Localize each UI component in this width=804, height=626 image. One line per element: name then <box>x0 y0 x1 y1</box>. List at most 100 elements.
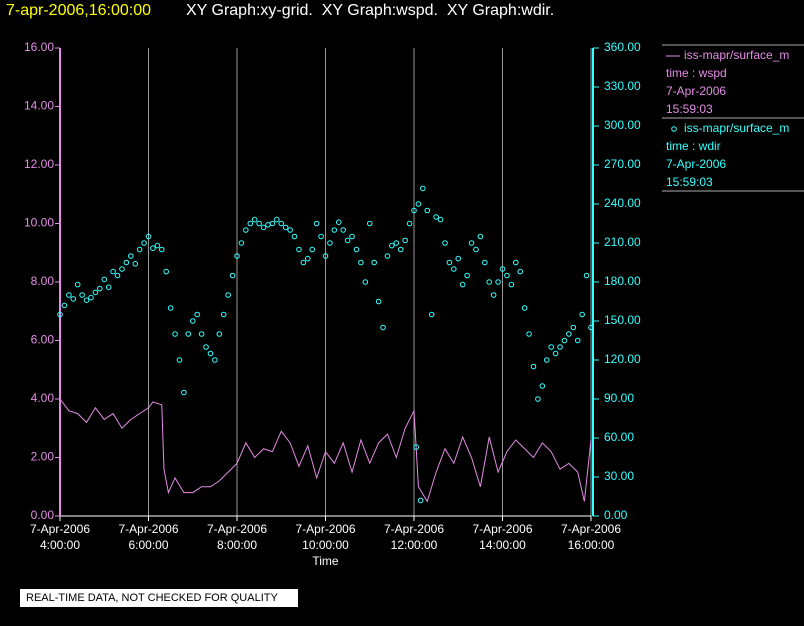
wdir-point <box>411 207 417 214</box>
graph-list: XY Graph:xy-grid. XY Graph:wspd. XY Grap… <box>186 2 554 19</box>
wdir-point <box>521 305 528 311</box>
y-tick-label: 8.00 <box>31 274 55 288</box>
wdir-point <box>194 311 200 318</box>
wdir-point <box>296 246 302 253</box>
wdir-point <box>579 311 585 318</box>
wdir-point <box>189 318 196 324</box>
wdir-point <box>269 220 276 227</box>
wdir-point <box>415 201 422 207</box>
y-tick-label: 6.00 <box>31 333 55 347</box>
wdir-point <box>455 255 462 262</box>
wdir-point <box>482 259 488 266</box>
x-tick-label: 16:00:00 <box>568 538 615 552</box>
wdir-point <box>451 266 457 272</box>
y-tick-label: 12.00 <box>24 157 54 171</box>
wdir-point <box>393 240 400 246</box>
wdir-point <box>428 311 435 318</box>
wdir-point <box>61 302 68 309</box>
wdir-point <box>417 497 424 504</box>
wdir-point <box>539 383 546 389</box>
wdir-point <box>176 357 183 363</box>
y2-tick-label: 120.00 <box>604 352 641 366</box>
wdir-point <box>366 220 373 227</box>
wdir-point <box>473 246 479 253</box>
wdir-point <box>322 253 329 259</box>
wdir-point <box>167 305 174 311</box>
wdir-point <box>512 259 519 266</box>
wdir-point <box>570 324 577 331</box>
wdir-point <box>313 220 320 227</box>
wdir-point <box>375 298 382 305</box>
wdir-point <box>282 224 289 231</box>
timestamp: 7-apr-2006,16:00:00 <box>6 2 151 19</box>
y2-tick-label: 30.00 <box>604 469 634 483</box>
wdir-point <box>504 272 510 279</box>
wdir-point <box>207 350 214 357</box>
wdir-point <box>327 240 333 246</box>
x-tick-label: 12:00:00 <box>391 538 438 552</box>
wdir-point <box>278 220 285 227</box>
legend-date: 7-Apr-2006 <box>666 84 726 98</box>
wdir-point <box>256 220 262 227</box>
wdir-point <box>477 233 484 240</box>
wdir-point <box>490 292 497 298</box>
wdir-point <box>344 237 351 244</box>
y-tick-label: 10.00 <box>24 216 54 230</box>
wdir-point <box>287 227 293 233</box>
wdir-point <box>340 227 347 233</box>
wdir-point <box>318 233 324 240</box>
wdir-point <box>557 344 563 350</box>
wdir-point <box>358 259 364 266</box>
wdir-point <box>88 294 94 301</box>
wdir-point <box>548 344 554 350</box>
wdir-point <box>110 268 116 275</box>
wdir-point <box>543 357 550 363</box>
wdir-point <box>243 227 249 233</box>
wdir-point <box>225 292 231 298</box>
wdir-point <box>229 272 236 279</box>
wdir-point <box>145 233 152 240</box>
x-tick-label: 8:00:00 <box>217 538 257 552</box>
x-axis-label: Time <box>312 554 339 568</box>
wdir-point <box>70 296 77 302</box>
wdir-point <box>371 259 377 266</box>
wdir-point <box>380 324 386 331</box>
wdir-point <box>353 246 360 253</box>
wdir-point <box>583 272 590 279</box>
wdir-point <box>66 292 72 298</box>
wdir-point <box>238 240 245 246</box>
wdir-point <box>406 220 413 227</box>
y2-tick-label: 60.00 <box>604 430 634 444</box>
x-tick-date: 7-Apr-2006 <box>561 522 621 536</box>
wdir-point <box>552 350 559 357</box>
y2-tick-label: 360.00 <box>604 40 641 54</box>
legend-field: time : wspd <box>666 66 727 80</box>
y-tick-label: 4.00 <box>31 391 55 405</box>
wdir-point <box>402 237 408 244</box>
wdir-point <box>300 259 307 266</box>
x-tick-date: 7-Apr-2006 <box>118 522 178 536</box>
wdir-point <box>105 284 112 291</box>
x-tick-date: 7-Apr-2006 <box>30 522 90 536</box>
legend-name: iss-mapr/surface_m <box>684 121 789 135</box>
wdir-point <box>535 396 541 402</box>
wdir-point <box>495 279 501 285</box>
y2-tick-label: 240.00 <box>604 196 641 210</box>
wdir-point <box>123 259 130 266</box>
wdir-point <box>83 297 90 304</box>
wdir-point <box>420 185 426 192</box>
wdir-point <box>526 331 532 337</box>
wdir-point <box>198 331 205 337</box>
x-tick-date: 7-Apr-2006 <box>472 522 532 536</box>
wdir-point <box>446 259 453 266</box>
wdir-point <box>141 240 147 246</box>
wdir-point <box>132 261 139 267</box>
wdir-point <box>163 268 169 275</box>
wdir-point <box>247 220 254 227</box>
legend-name: iss-mapr/surface_m <box>684 48 789 62</box>
wdir-point <box>114 272 121 279</box>
wdir-point <box>203 344 209 350</box>
wdir-point <box>92 289 99 296</box>
wdir-point <box>331 227 338 233</box>
